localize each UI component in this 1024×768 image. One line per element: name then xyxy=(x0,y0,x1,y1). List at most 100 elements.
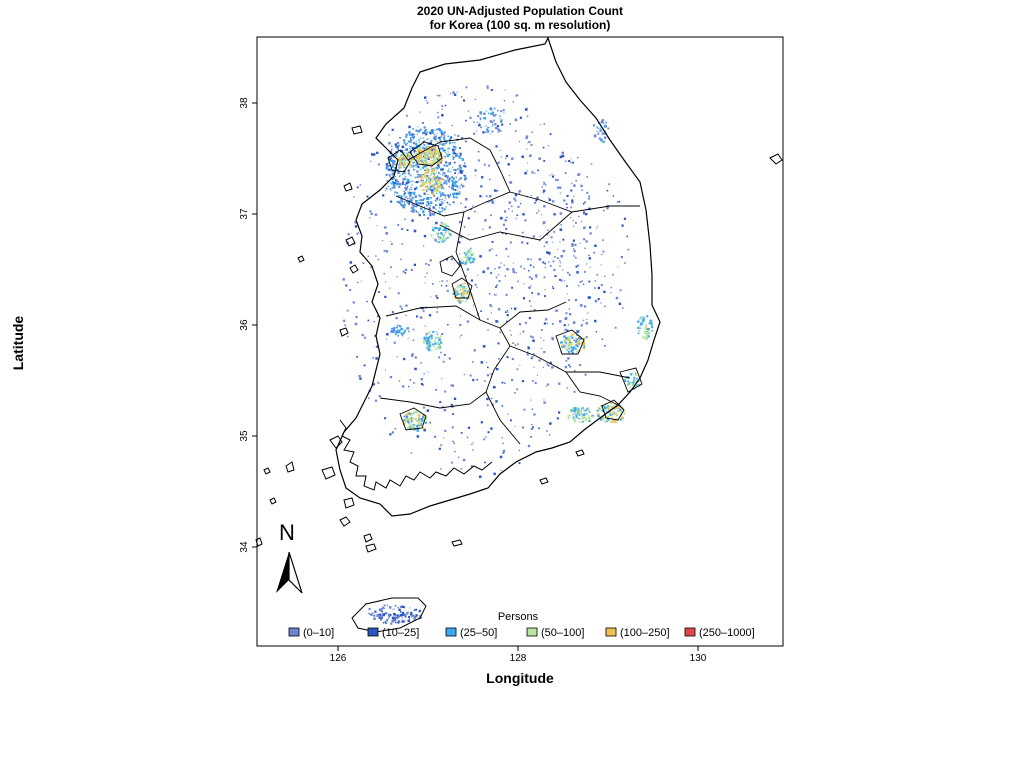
population-cell xyxy=(404,331,406,333)
population-cell xyxy=(445,197,447,199)
population-cell xyxy=(439,227,441,229)
population-cell xyxy=(610,421,612,423)
population-cell xyxy=(447,135,449,138)
population-cell xyxy=(430,154,432,156)
population-cell xyxy=(447,196,450,198)
population-cell xyxy=(409,191,412,194)
population-cell xyxy=(466,259,470,263)
population-cell xyxy=(530,436,532,438)
population-cell xyxy=(446,153,448,155)
population-cell xyxy=(369,210,372,213)
population-cell xyxy=(422,310,425,313)
population-cell xyxy=(387,162,389,164)
population-cell xyxy=(614,326,617,329)
population-cell xyxy=(423,420,425,422)
population-cell xyxy=(437,210,440,212)
population-cell xyxy=(404,196,407,199)
population-cell xyxy=(347,335,349,338)
population-cell xyxy=(455,290,457,292)
population-cell xyxy=(415,210,418,213)
population-cell xyxy=(597,127,599,129)
population-cell xyxy=(610,286,612,289)
population-cell xyxy=(585,419,587,422)
population-cell xyxy=(461,294,463,296)
population-cell xyxy=(606,417,610,421)
population-cell xyxy=(499,331,501,333)
population-cell xyxy=(435,182,438,185)
population-cell xyxy=(621,408,623,411)
population-cell xyxy=(447,179,451,182)
population-cell xyxy=(452,182,454,185)
population-cell xyxy=(564,339,567,342)
population-cell xyxy=(392,609,394,610)
population-cell xyxy=(496,367,499,371)
metro-city-outlines xyxy=(387,141,643,431)
population-cell xyxy=(429,173,433,176)
population-cell xyxy=(394,163,397,166)
population-cell xyxy=(411,135,415,138)
population-cell xyxy=(431,150,433,152)
population-cell xyxy=(390,241,392,243)
population-cell xyxy=(582,408,584,411)
population-cell xyxy=(416,163,418,166)
population-cell xyxy=(572,416,575,419)
population-cell xyxy=(375,255,377,257)
population-cell xyxy=(397,292,400,295)
population-cell xyxy=(607,127,610,130)
population-cell xyxy=(438,229,441,232)
population-cell xyxy=(583,211,585,213)
population-cell xyxy=(467,426,471,429)
population-cell xyxy=(603,123,605,125)
population-cell xyxy=(416,133,418,135)
population-cell xyxy=(496,284,498,286)
population-cell xyxy=(650,326,653,329)
population-cell xyxy=(430,296,432,298)
population-cell xyxy=(489,120,493,123)
population-cell xyxy=(413,133,415,136)
population-cell xyxy=(457,298,459,300)
legend-label: (10–25] xyxy=(382,627,419,639)
population-cell xyxy=(557,257,559,259)
population-cell xyxy=(440,132,443,135)
population-cell xyxy=(418,417,420,419)
population-cell xyxy=(573,195,575,197)
population-cell xyxy=(358,375,361,378)
population-cell xyxy=(422,245,425,247)
population-cell xyxy=(642,318,645,322)
population-cell xyxy=(455,147,457,149)
population-cell xyxy=(359,184,361,186)
population-cell xyxy=(449,177,451,179)
population-cell xyxy=(476,121,478,123)
population-cell xyxy=(546,251,549,254)
population-cell xyxy=(567,337,570,340)
population-cell xyxy=(386,165,389,168)
population-cell xyxy=(399,174,401,176)
population-cell xyxy=(425,133,428,136)
province-boundary xyxy=(439,211,573,241)
population-cell xyxy=(423,153,426,155)
population-cell xyxy=(391,431,394,434)
population-cell xyxy=(426,152,430,156)
population-cell xyxy=(470,295,473,297)
population-cell xyxy=(499,149,501,151)
population-cell xyxy=(422,427,425,430)
population-cell xyxy=(497,342,500,345)
population-cell xyxy=(427,339,429,341)
population-cell xyxy=(425,160,428,163)
population-cell xyxy=(391,331,394,334)
population-cell xyxy=(466,252,468,254)
population-cell xyxy=(622,307,624,309)
population-cell xyxy=(401,605,403,607)
population-cell xyxy=(437,241,439,243)
population-cell xyxy=(394,616,396,619)
population-cell xyxy=(482,117,484,119)
population-cell xyxy=(633,376,635,378)
population-cell xyxy=(444,155,446,158)
population-cell xyxy=(430,189,434,192)
population-cell xyxy=(515,218,517,220)
population-cell xyxy=(602,140,605,143)
population-cell xyxy=(416,166,418,168)
population-cell xyxy=(438,338,441,341)
population-cell xyxy=(528,300,531,302)
population-cell xyxy=(537,292,540,296)
